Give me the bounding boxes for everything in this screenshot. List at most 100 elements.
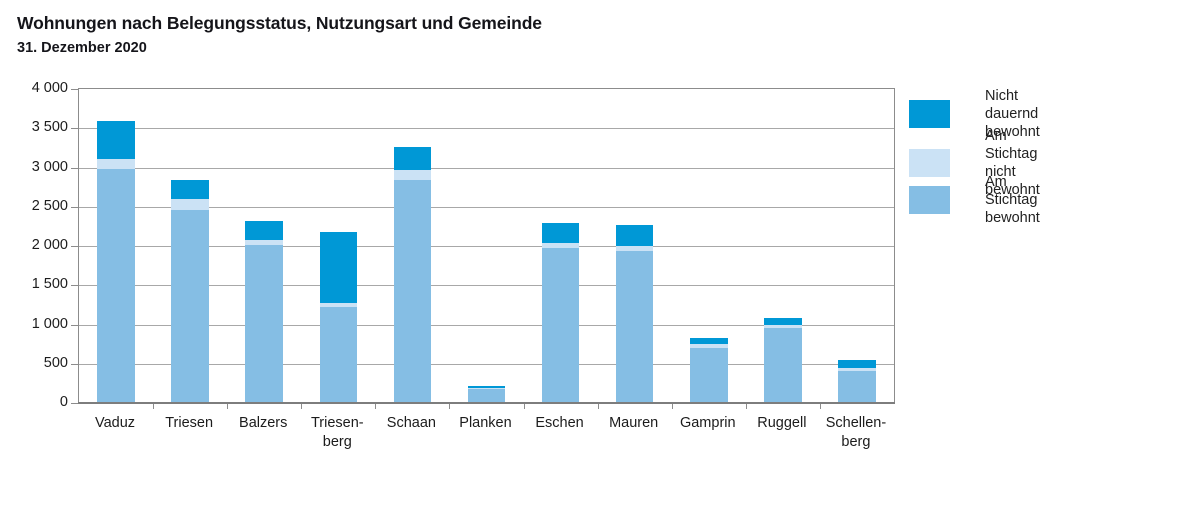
bar-gamprin [690,337,728,403]
y-axis-tick-label: 500 [43,354,68,371]
x-axis-label-ruggell: Ruggell [757,415,807,431]
gridline-500 [79,363,894,365]
x-axis-label-mauren: Mauren [609,415,659,431]
bar-balzers [245,220,283,403]
y-axis-tick-label: 1 000 [31,315,68,332]
x-tick [819,404,821,409]
x-axis-label-planken: Planken [459,415,512,431]
gridline-2500 [79,206,894,208]
bar-segment-nichtdauerndbewohnt [171,179,209,200]
bar-segment-amstichtagnichtbewohnt [764,324,802,329]
bar-segment-amstichtagbewohnt [690,348,728,403]
bar-schaan [393,147,432,403]
x-axis-label-schaan: Schaan [386,415,436,431]
bar-segment-amstichtagbewohnt [319,307,358,403]
bar-segment-amstichtagnichtbewohnt [615,246,654,252]
bar-segment-nichtdauerndbewohnt [97,120,135,159]
legend-swatch-am-stichtag-bewohnt [909,186,950,214]
legend-item-am-stichtag-bewohnt: Am Stichtag bewohnt [909,173,1040,227]
bar-segment-amstichtagbewohnt [97,169,135,403]
x-tick [597,404,599,409]
bar-schellenberg [838,360,876,403]
chart-title: Wohnungen nach Belegungsstatus, Nutzungs… [17,13,542,33]
bar-planken [467,386,506,403]
y-axis-tick-label: 2 000 [31,237,68,253]
legend-label: Am Stichtag nicht bewohnt [985,128,1040,198]
bar-segment-amstichtagnichtbewohnt [245,240,283,246]
bar-segment-nichtdauerndbewohnt [764,318,802,325]
bar-triesenberg [319,231,358,403]
bar-segment-amstichtagnichtbewohnt [393,170,432,181]
y-tick-1000 [71,324,78,326]
x-axis-label-eschen: Eschen [535,415,584,431]
bar-segment-amstichtagbewohnt [393,180,432,403]
bar-segment-amstichtagbewohnt [245,245,283,403]
y-axis-tick-label: 0 [59,394,68,410]
gridline-1000 [79,324,894,326]
gridline-1500 [79,285,894,287]
x-axis-label-triesenberg: Triesen- berg [310,415,364,450]
bar-segment-nichtdauerndbewohnt [319,231,358,303]
x-tick [375,404,377,409]
bar-segment-nichtdauerndbewohnt [393,147,432,171]
legend-label: Am Stichtag bewohnt [985,174,1040,226]
x-tick [227,404,229,409]
bar-segment-amstichtagbewohnt [615,251,654,403]
bar-mauren [615,225,654,403]
y-tick-3000 [71,167,78,169]
x-tick [671,404,673,409]
x-tick [745,404,747,409]
y-axis-tick-label: 1 500 [31,276,68,293]
y-axis-tick-label: 3 500 [31,119,68,136]
bar-segment-amstichtagbewohnt [764,328,802,403]
bar-segment-amstichtagnichtbewohnt [541,243,580,248]
bar-eschen [541,223,580,403]
bar-segment-nichtdauerndbewohnt [541,223,580,244]
y-axis-tick-label: 4 000 [31,80,68,96]
y-tick-3500 [71,128,78,130]
gridline-2000 [79,246,894,247]
gridline-3000 [79,167,894,169]
legend-label: Nicht dauernd bewohnt [985,88,1040,140]
bar-segment-amstichtagnichtbewohnt [838,367,876,372]
bar-segment-amstichtagbewohnt [171,210,209,403]
bar-ruggell [764,318,802,403]
legend-swatch-nicht-dauernd-bewohnt [909,100,950,128]
legend-item-am-stichtag-nicht-bewohnt: Am Stichtag nicht bewohnt [909,127,1040,199]
bar-segment-nichtdauerndbewohnt [245,220,283,241]
x-tick [449,404,451,409]
bar-triesen [171,179,209,403]
bar-segment-amstichtagbewohnt [541,247,580,403]
y-tick-4000 [71,89,78,90]
y-tick-1500 [71,285,78,287]
legend-item-nicht-dauernd-bewohnt: Nicht dauernd bewohnt [909,87,1040,141]
x-tick [301,404,303,409]
y-axis-tick-label: 3 000 [31,158,68,175]
bar-segment-amstichtagnichtbewohnt [690,344,728,349]
x-tick [523,404,525,409]
x-axis-label-vaduz: Vaduz [95,415,136,431]
y-tick-500 [71,363,78,365]
y-axis-tick-label: 2 500 [31,197,68,214]
bar-segment-amstichtagnichtbewohnt [97,158,135,170]
bar-segment-amstichtagbewohnt [467,389,506,403]
bar-segment-nichtdauerndbewohnt [690,337,728,345]
y-tick-0 [71,403,78,404]
gridline-3500 [79,128,894,130]
x-axis-label-gamprin: Gamprin [679,415,736,431]
bar-segment-amstichtagnichtbewohnt [319,302,358,308]
bar-segment-nichtdauerndbewohnt [615,225,654,247]
legend-swatch-am-stichtag-nicht-bewohnt [909,149,950,177]
bar-segment-amstichtagbewohnt [838,371,876,403]
x-axis-label-balzers: Balzers [239,415,288,431]
x-axis-line [78,402,895,404]
plot-area [71,88,895,409]
y-tick-2000 [71,246,78,247]
y-tick-2500 [71,206,78,208]
chart-subtitle: 31. Dezember 2020 [17,40,147,56]
x-axis-label-schellenberg: Schellen- berg [825,415,887,450]
bar-vaduz [97,120,135,403]
bar-segment-nichtdauerndbewohnt [467,386,506,389]
bar-segment-amstichtagnichtbewohnt [467,388,506,390]
